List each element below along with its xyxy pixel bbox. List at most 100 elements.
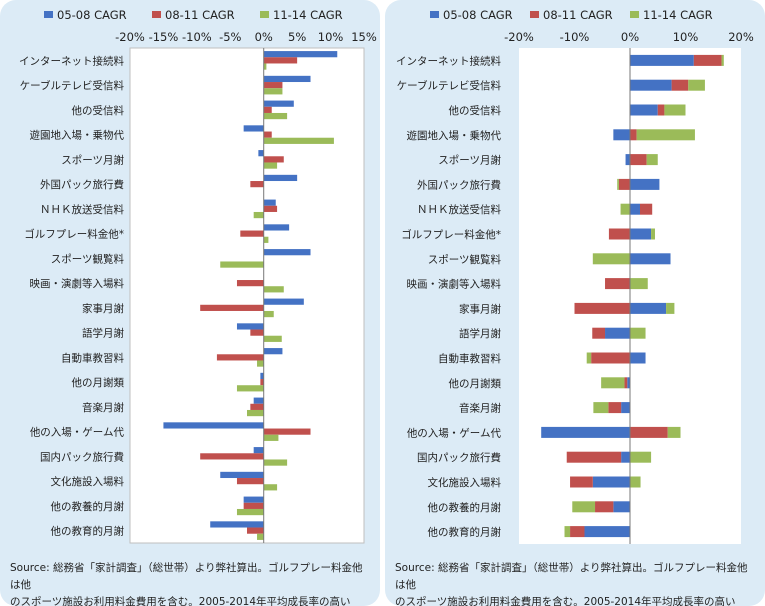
bar bbox=[630, 79, 672, 91]
bar bbox=[263, 51, 338, 58]
category-label: 国内パック旅行費 bbox=[417, 451, 501, 464]
bar bbox=[260, 379, 264, 386]
source-note: Source: 総務省「家計調査」（総世帯）より弊社算出。ゴルフプレー料金他は他… bbox=[10, 560, 370, 606]
bar bbox=[253, 447, 264, 454]
category-label: ケーブルテレビ受信料 bbox=[397, 79, 502, 92]
stacked-bar-chart: 05-08 CAGR 08-11 CAGR 11-14 CAGR -20% -10% 0%… bbox=[396, 8, 754, 544]
bar bbox=[247, 527, 264, 534]
bar bbox=[592, 253, 630, 265]
category-label: ＮＨＫ放送受信料 bbox=[417, 203, 501, 216]
bar bbox=[591, 352, 630, 364]
category-label: 他の教養的月謝 bbox=[51, 500, 125, 513]
category-label: 他の教育的月謝 bbox=[428, 526, 502, 539]
legend-label: 05-08 CAGR bbox=[57, 8, 127, 22]
x-tick-label: -10% bbox=[560, 30, 590, 44]
bar bbox=[667, 426, 681, 438]
bar bbox=[630, 426, 668, 438]
bar bbox=[574, 302, 630, 314]
x-tick-label: 10% bbox=[673, 30, 699, 44]
bar bbox=[627, 377, 630, 389]
bar bbox=[263, 88, 283, 95]
bar bbox=[260, 372, 264, 380]
bar bbox=[263, 199, 276, 206]
legend-swatch bbox=[430, 11, 439, 18]
bar bbox=[236, 508, 264, 516]
legend-swatch bbox=[44, 11, 53, 18]
legend-label: 11-14 CAGR bbox=[643, 8, 713, 22]
bar bbox=[253, 211, 264, 219]
bar bbox=[257, 360, 264, 367]
bar bbox=[240, 230, 264, 237]
bar bbox=[263, 459, 288, 466]
category-label: ゴルフプレー料金他* bbox=[24, 228, 124, 241]
category-label: 映画・演劇等入場料 bbox=[30, 277, 125, 290]
bar bbox=[617, 178, 619, 190]
bar bbox=[253, 397, 264, 404]
bar bbox=[263, 131, 272, 138]
bar bbox=[621, 402, 630, 414]
category-label: 他の教育的月謝 bbox=[51, 525, 125, 538]
x-tick-label: 20% bbox=[728, 30, 754, 44]
legend-label: 05-08 CAGR bbox=[443, 8, 513, 22]
bar bbox=[263, 174, 298, 182]
bar bbox=[625, 154, 630, 166]
bar bbox=[666, 302, 675, 314]
bar bbox=[247, 409, 264, 417]
bar bbox=[258, 150, 264, 157]
bar bbox=[605, 278, 630, 290]
grouped-bar-chart: 05-08 CAGR 08-11 CAGR 11-14 CAGR -20% -15% -1… bbox=[19, 8, 377, 544]
bar bbox=[621, 451, 630, 463]
bar bbox=[608, 402, 622, 414]
category-label: 語学月謝 bbox=[82, 327, 124, 340]
bar bbox=[263, 484, 278, 491]
bar bbox=[541, 426, 630, 438]
bar bbox=[613, 129, 630, 141]
x-tick-label: -15% bbox=[149, 30, 179, 44]
bar bbox=[572, 501, 596, 513]
bar bbox=[721, 54, 724, 66]
bar bbox=[671, 79, 689, 91]
category-label: スポーツ月謝 bbox=[438, 154, 501, 167]
bar bbox=[263, 434, 279, 441]
category-label: 語学月謝 bbox=[459, 327, 501, 340]
bar bbox=[630, 476, 641, 488]
bar bbox=[630, 203, 640, 215]
bar bbox=[263, 236, 269, 243]
category-label: インターネット接続料 bbox=[19, 54, 124, 67]
bar bbox=[263, 428, 311, 435]
bar bbox=[630, 129, 637, 141]
bar bbox=[210, 521, 264, 528]
category-label: 音楽月謝 bbox=[82, 401, 124, 414]
bar bbox=[630, 54, 694, 66]
category-label: 自動車教習料 bbox=[61, 351, 124, 364]
bar bbox=[657, 104, 665, 116]
x-tick-label: 0% bbox=[255, 30, 273, 44]
bar bbox=[220, 471, 264, 479]
legend-label: 08-11 CAGR bbox=[165, 8, 235, 22]
bar bbox=[593, 402, 609, 414]
bar bbox=[592, 476, 630, 488]
bar bbox=[630, 327, 646, 339]
category-label: 文化施設入場料 bbox=[51, 475, 125, 488]
category-label: 家事月謝 bbox=[459, 302, 501, 315]
bar bbox=[608, 228, 630, 240]
bar bbox=[220, 261, 264, 268]
category-label: スポーツ観覧料 bbox=[51, 252, 125, 265]
bar bbox=[601, 377, 625, 389]
category-label: 遊園地入場・乗物代 bbox=[30, 129, 125, 142]
bar bbox=[630, 278, 648, 290]
category-label: 文化施設入場料 bbox=[428, 476, 502, 489]
x-tick-label: -20% bbox=[115, 30, 145, 44]
bar bbox=[605, 327, 630, 339]
bar bbox=[263, 75, 311, 83]
bar bbox=[263, 112, 288, 120]
bar bbox=[630, 253, 671, 265]
bar bbox=[630, 352, 646, 364]
category-label: 他の入場・ゲーム代 bbox=[407, 426, 502, 439]
bar bbox=[595, 501, 614, 513]
bar bbox=[263, 57, 298, 64]
bar bbox=[263, 335, 282, 342]
legend-label: 11-14 CAGR bbox=[273, 8, 343, 22]
bar bbox=[646, 154, 658, 166]
legend-label: 08-11 CAGR bbox=[543, 8, 613, 22]
